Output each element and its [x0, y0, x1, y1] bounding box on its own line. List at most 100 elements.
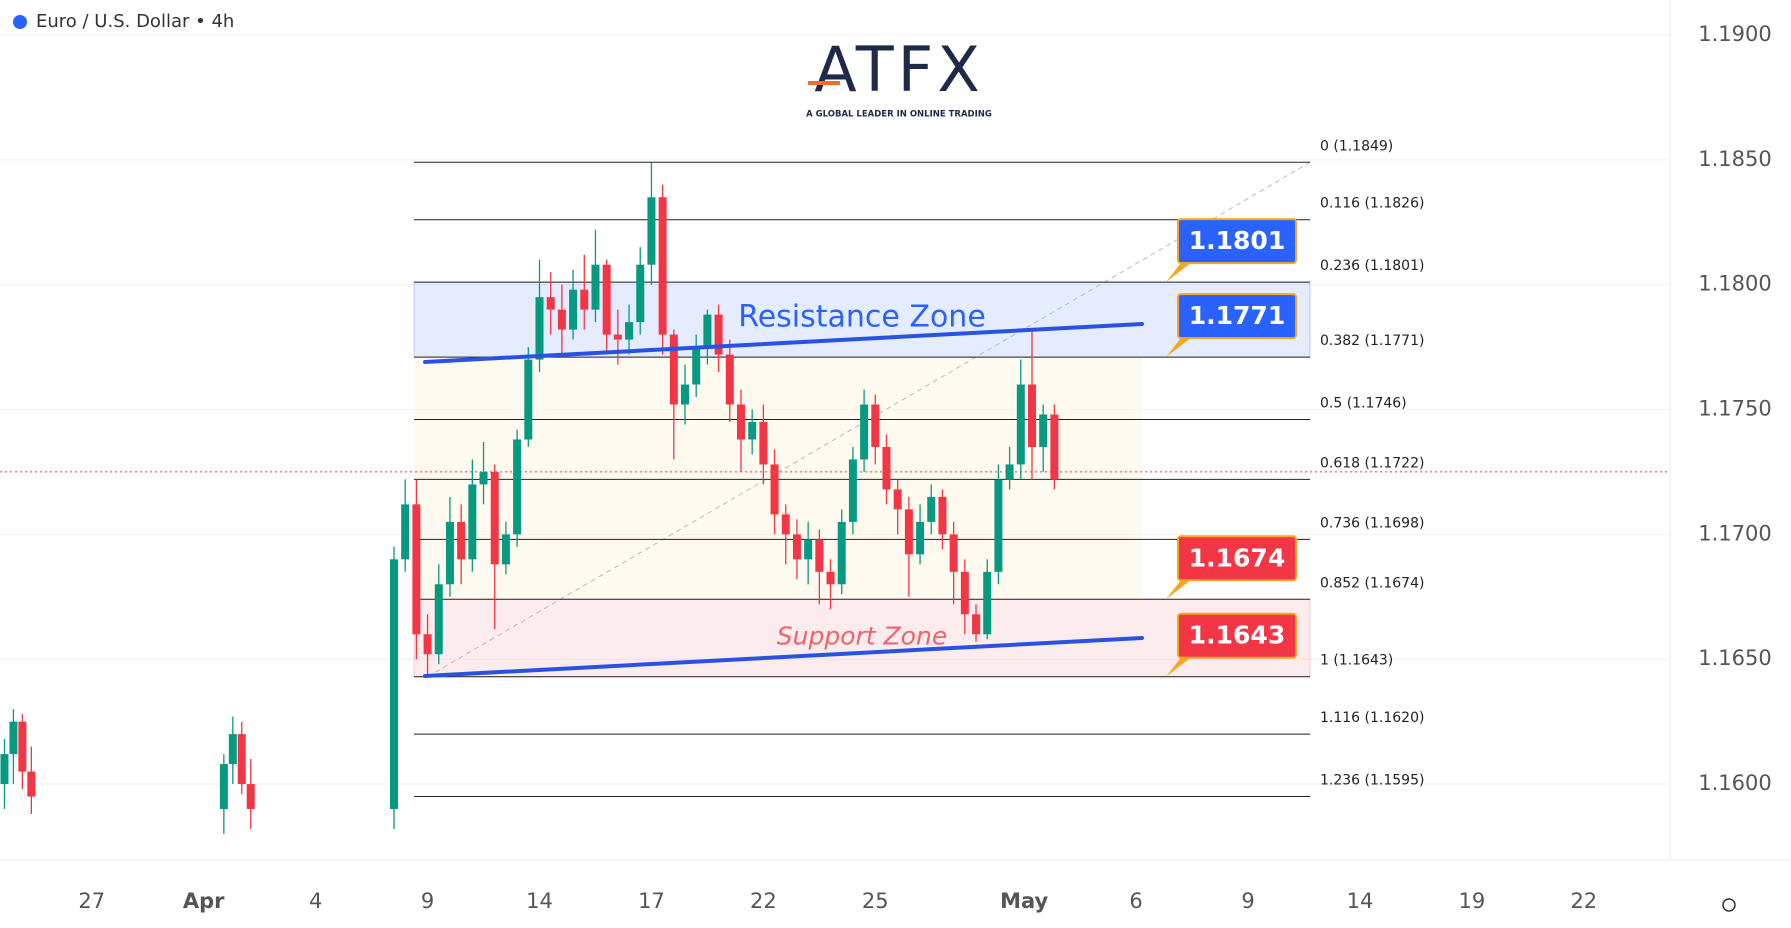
callout-box [1177, 218, 1297, 265]
candle-body [960, 571, 969, 615]
x-tick-label: 27 [78, 889, 105, 913]
candle-body [815, 539, 824, 572]
candle-body [434, 584, 443, 655]
fib-label: 0 (1.1849) [1320, 138, 1393, 154]
candle-body [893, 489, 902, 510]
candle-body [1027, 384, 1036, 447]
candle-body [591, 264, 600, 310]
x-tick-label: 19 [1459, 889, 1486, 913]
fib-label: 0.618 (1.1722) [1320, 455, 1424, 471]
fib-label: 0.5 (1.1746) [1320, 395, 1407, 411]
x-tick-label: 22 [1570, 889, 1597, 913]
candle-body [546, 297, 555, 310]
candle-body [389, 559, 398, 810]
candle-body [692, 347, 701, 385]
candle-body [703, 314, 712, 348]
candle-body [1039, 414, 1048, 447]
candle-body [569, 289, 578, 330]
candle-body [246, 784, 255, 810]
candle-body [669, 334, 678, 405]
x-tick-label: May [1000, 889, 1048, 913]
fib-label: 1.236 (1.1595) [1320, 773, 1424, 789]
candle-body [445, 521, 454, 585]
candle-body [580, 289, 589, 310]
candle-body [725, 354, 734, 405]
x-tick-label: 17 [638, 889, 665, 913]
candle-body [837, 521, 846, 585]
callout-label: 1.1801 [1189, 226, 1285, 255]
candle-body [938, 496, 947, 535]
candle-body [412, 504, 421, 635]
y-tick-label: 1.1750 [1698, 397, 1771, 421]
candle-body [501, 534, 510, 565]
fib-label: 0.236 (1.1801) [1320, 258, 1424, 274]
candle-body [228, 734, 237, 765]
candle-body [748, 421, 757, 440]
candle-body [219, 764, 228, 810]
candle-body [972, 614, 981, 635]
x-tick-label: 9 [421, 889, 434, 913]
zone-label: Resistance Zone [738, 300, 986, 335]
candle-body [27, 771, 36, 797]
candle-body [0, 754, 9, 785]
candle-body [479, 471, 488, 485]
x-tick-label: 6 [1129, 889, 1142, 913]
candle-body [994, 479, 1003, 572]
candle-body [647, 197, 656, 265]
candle-body [613, 334, 622, 340]
candle-body [714, 314, 723, 355]
candle-body [237, 734, 246, 785]
callout-label: 1.1643 [1189, 621, 1285, 650]
candle-body [882, 446, 891, 490]
callout-box [1177, 293, 1297, 340]
fib-label: 0.852 (1.1674) [1320, 575, 1424, 591]
x-tick-label: 25 [862, 889, 889, 913]
candle-body [770, 464, 779, 515]
candle-body [860, 404, 869, 460]
candle-body [18, 721, 27, 772]
x-tick-label: 9 [1241, 889, 1254, 913]
candle-body [736, 404, 745, 440]
y-tick-label: 1.1700 [1698, 521, 1771, 545]
settings-icon[interactable] [1722, 898, 1736, 912]
fib-label: 0.736 (1.1698) [1320, 515, 1424, 531]
callout-box [1177, 535, 1297, 582]
callout-label: 1.1771 [1189, 301, 1285, 330]
candle-body [904, 509, 913, 555]
candle-body [949, 534, 958, 572]
plot-area [0, 34, 1670, 834]
y-tick-label: 1.1900 [1698, 22, 1771, 46]
candle-body [927, 496, 936, 522]
candle-body [871, 404, 880, 447]
candle-body [468, 484, 477, 560]
symbol-icon [13, 15, 27, 29]
candle-body [423, 634, 432, 655]
chart-title: Euro / U.S. Dollar • 4h [36, 11, 234, 32]
logo-tagline: A GLOBAL LEADER IN ONLINE TRADING [806, 110, 992, 120]
callout-box [1177, 612, 1297, 659]
fib-label: 0.382 (1.1771) [1320, 333, 1424, 349]
candle-body [457, 521, 466, 560]
candle-body [401, 504, 410, 560]
support-trendline [423, 636, 1144, 678]
fib-label: 1 (1.1643) [1320, 653, 1393, 669]
candle-body [524, 359, 533, 440]
candle-body [602, 264, 611, 335]
x-tick-label: 4 [309, 889, 322, 913]
candle-body [681, 384, 690, 405]
y-tick-label: 1.1850 [1698, 147, 1771, 171]
candle-body [759, 421, 768, 465]
candle-body [9, 721, 18, 755]
candle-body [557, 309, 566, 330]
candle-body [1005, 464, 1014, 480]
candle-body [848, 459, 857, 522]
candle-body [490, 471, 499, 565]
candle-body [1016, 384, 1025, 465]
candle-body [658, 197, 667, 335]
zone [413, 598, 1311, 678]
x-tick-label: 14 [1347, 889, 1374, 913]
x-tick-label: Apr [183, 889, 225, 913]
candle-body [636, 264, 645, 323]
